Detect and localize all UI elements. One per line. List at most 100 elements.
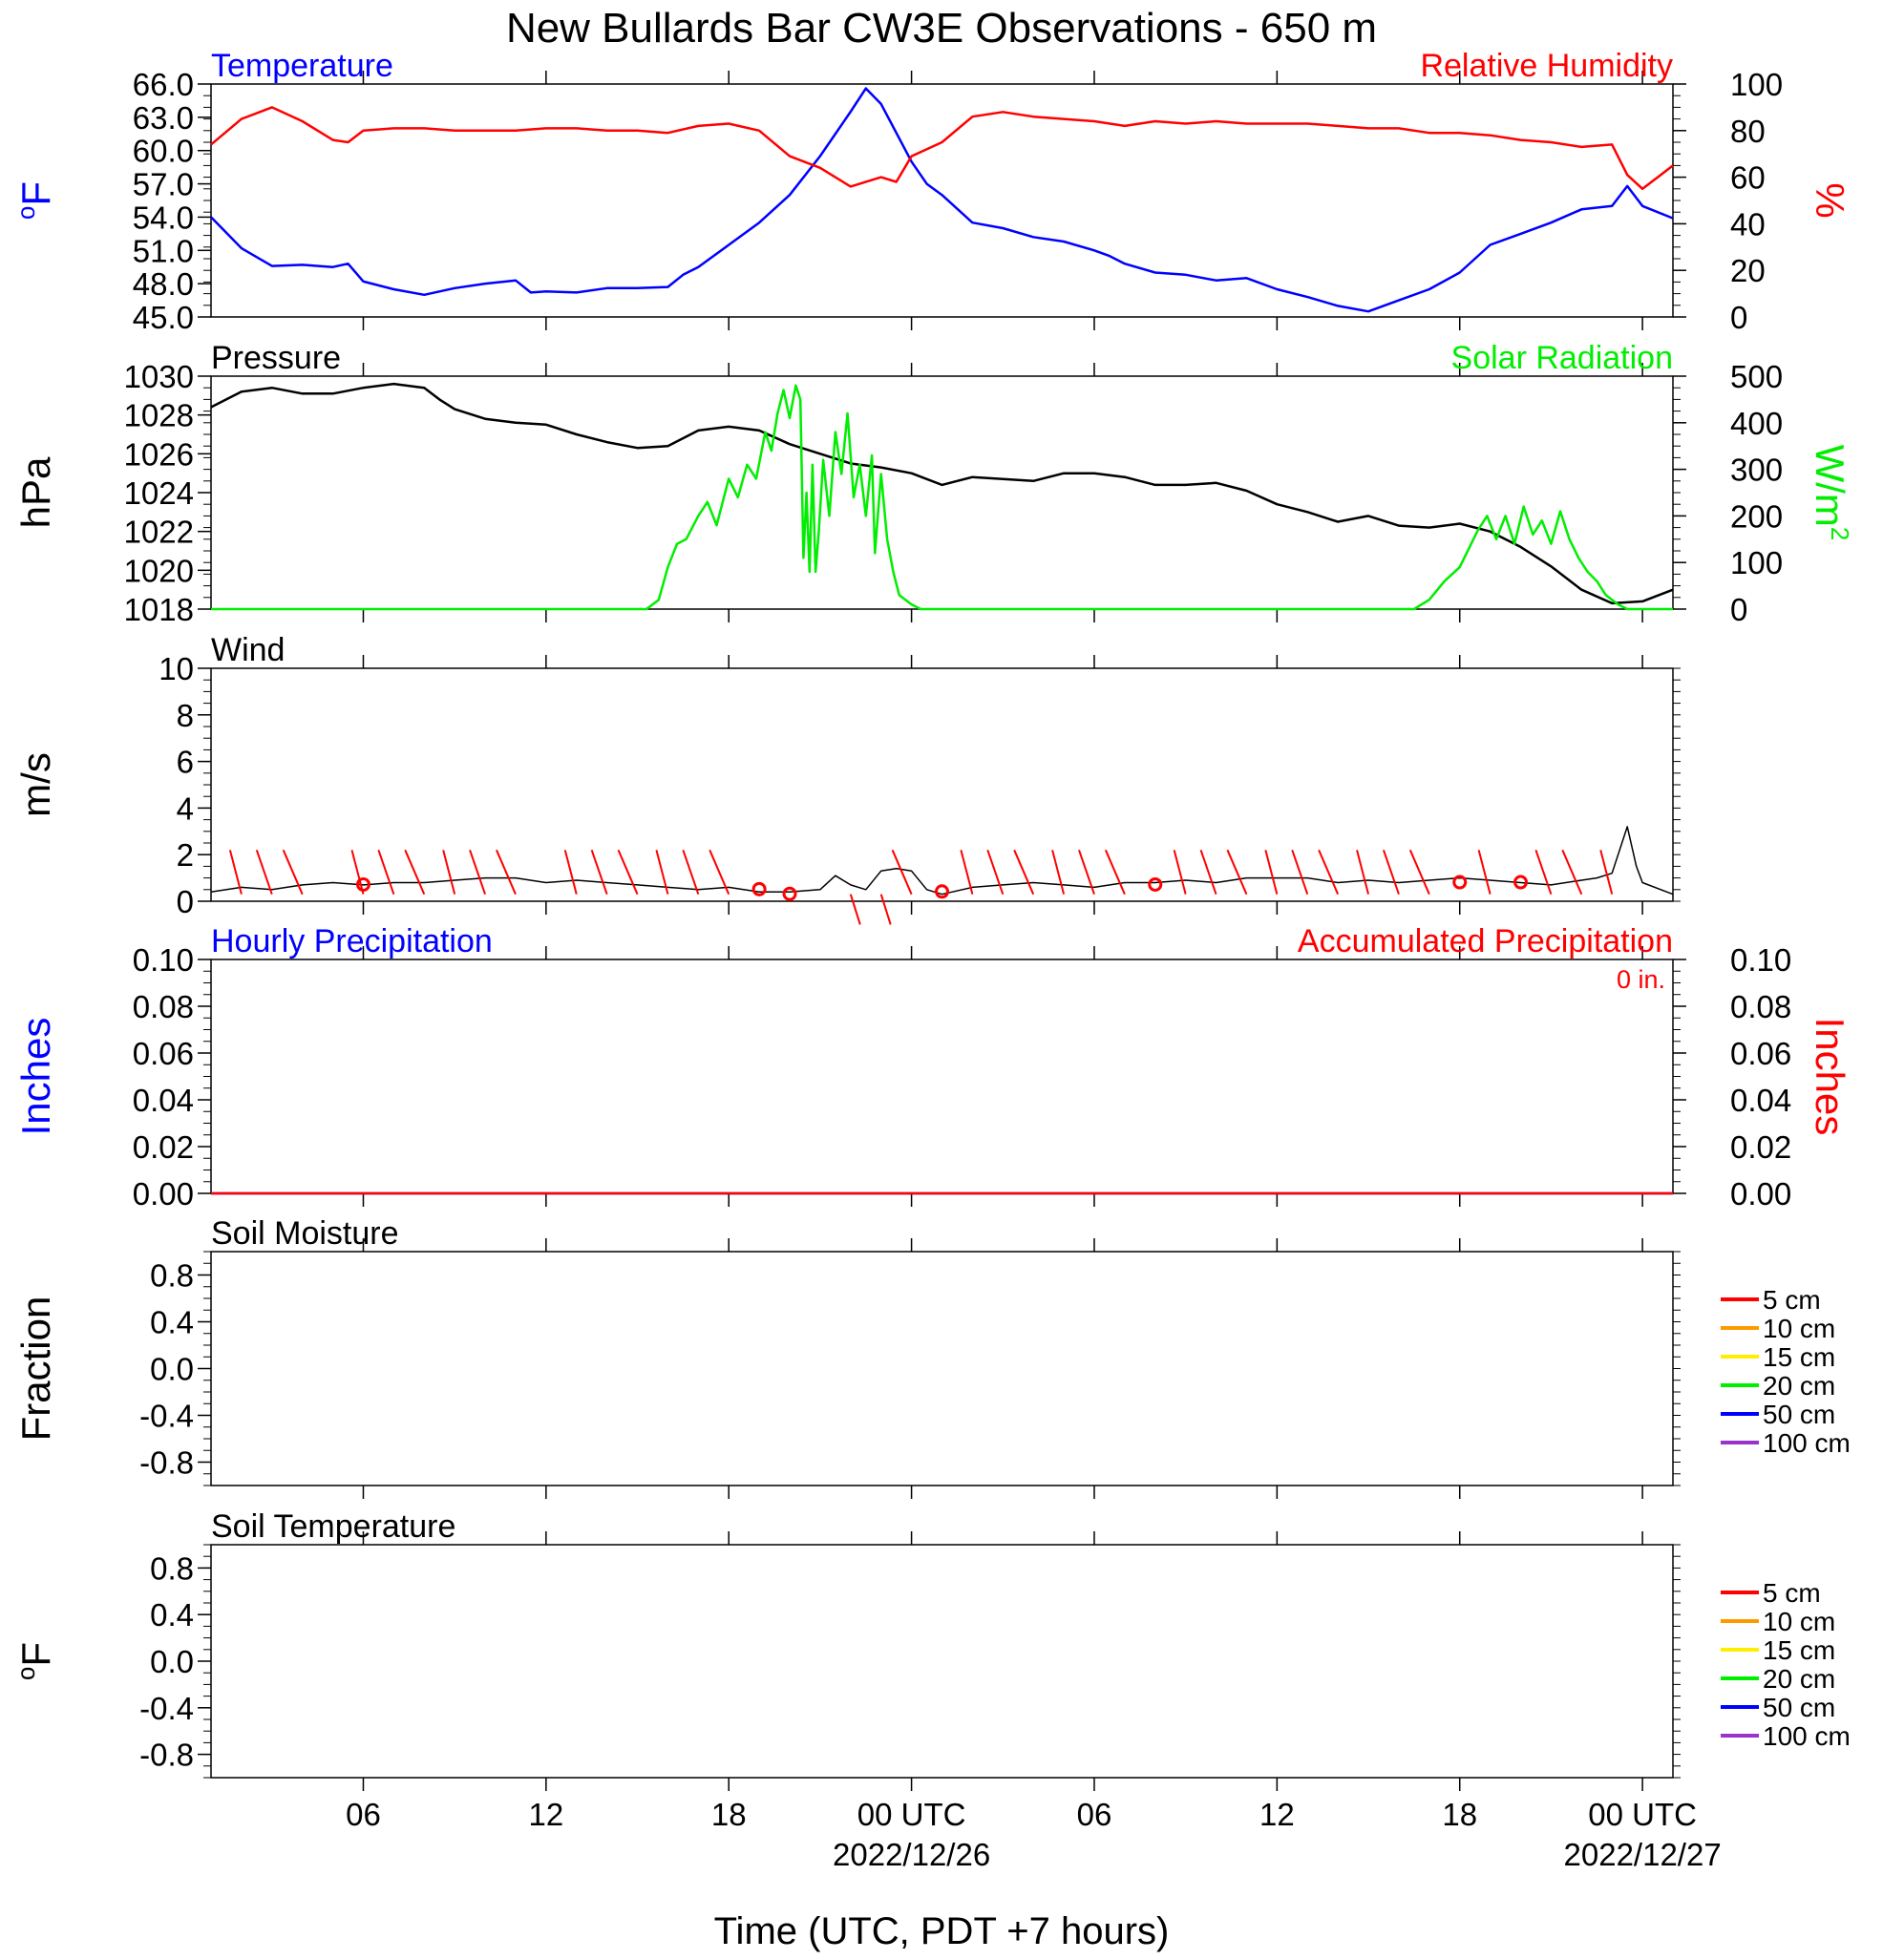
- wind-barb: [709, 849, 730, 896]
- y-right-tick-label: 20: [1730, 253, 1766, 288]
- wind-barb: [350, 850, 365, 895]
- y-right-tick-label: 0.08: [1730, 989, 1791, 1024]
- y-tick-label: 0.04: [133, 1083, 194, 1118]
- wind-barb: [1408, 849, 1430, 896]
- y-tick-label: -0.4: [139, 1691, 194, 1726]
- legend-label: 50 cm: [1763, 1693, 1835, 1722]
- wind-barb: [1291, 849, 1309, 896]
- y-tick-label: 63.0: [133, 100, 194, 136]
- y-right-tick-label: 200: [1730, 498, 1783, 534]
- y-tick-label: 0.0: [150, 1644, 194, 1679]
- y-tick-label: 8: [177, 698, 194, 733]
- panel-left-title: Wind: [211, 632, 285, 668]
- y-right-tick-label: 0.06: [1730, 1036, 1791, 1071]
- y-tick-label: 0.0: [150, 1352, 194, 1387]
- y-axis-label: oF: [11, 181, 58, 220]
- y-tick-label: 1022: [124, 515, 194, 550]
- y-tick-label: 0.8: [150, 1550, 194, 1586]
- panel-temperature_humidity: 66.063.060.057.054.051.048.045.0 100 80 60 4…: [11, 48, 1852, 335]
- wind-barb: [1561, 849, 1583, 896]
- y-tick-label: 1026: [124, 436, 194, 472]
- y-right-tick-label: 0.00: [1730, 1176, 1791, 1212]
- panel-left-title: Soil Moisture: [211, 1215, 399, 1252]
- wind-barb: [404, 849, 426, 896]
- plot-frame: [210, 1544, 1674, 1779]
- y-right-tick-label: 80: [1730, 114, 1766, 149]
- wind-barb: [1382, 849, 1400, 896]
- y-tick-label: 10: [159, 651, 194, 686]
- y-tick-label: 45.0: [133, 300, 194, 335]
- y-tick-label: 0.08: [133, 989, 194, 1024]
- x-axis: 06 12 18 00 UTC 2022/12/26 06 12 18 00 UTC 2022/1…: [346, 1797, 1722, 1872]
- wind-barb: [617, 849, 639, 896]
- y-right-tick-label: 0.04: [1730, 1083, 1791, 1118]
- y-axis-label: m/s: [13, 752, 58, 817]
- legend-label: 5 cm: [1763, 1578, 1821, 1608]
- panel-right-title: Accumulated Precipitation: [1298, 923, 1673, 959]
- wind-barb: [682, 849, 700, 896]
- series-wind: [210, 826, 1674, 896]
- y-tick-label: 1028: [124, 398, 194, 433]
- x-tick-label: 00 UTC: [857, 1797, 966, 1832]
- legend-label: 50 cm: [1763, 1400, 1835, 1429]
- y-tick-label: -0.4: [139, 1399, 194, 1434]
- y-right-tick-label: 0: [1730, 300, 1747, 335]
- x-axis-label: Time (UTC, PDT +7 hours): [714, 1910, 1170, 1952]
- y-tick-label: 57.0: [133, 167, 194, 202]
- wind-barb: [469, 849, 487, 896]
- legend-label: 5 cm: [1763, 1285, 1821, 1315]
- wind-barb: [1356, 850, 1370, 895]
- y-right-tick-label: 60: [1730, 160, 1766, 196]
- panels: 66.063.060.057.054.051.048.045.010080604…: [11, 48, 1854, 1791]
- calm-circle: [782, 886, 797, 901]
- panel-left-title: Soil Temperature: [211, 1508, 455, 1545]
- wind-barb: [1173, 850, 1187, 895]
- y-axis-right-label: W/m2: [1808, 445, 1854, 541]
- panel-right-title: Solar Radiation: [1451, 340, 1673, 376]
- wind-barb: [255, 849, 273, 896]
- wind-barb: [1226, 849, 1248, 896]
- panel-right-title: Relative Humidity: [1420, 48, 1673, 84]
- y-tick-label: 0.00: [133, 1176, 194, 1212]
- plot-frame: [210, 667, 1674, 902]
- x-tick-label: 06: [1077, 1797, 1112, 1832]
- wind-barb: [1318, 849, 1340, 896]
- calm-circle: [935, 884, 949, 899]
- wind-barb: [849, 894, 861, 925]
- wind-barb: [655, 850, 669, 895]
- y-tick-label: 0.8: [150, 1258, 194, 1294]
- y-axis-right-label: Inches: [1808, 1018, 1852, 1136]
- panel-left-title: Pressure: [211, 340, 341, 376]
- legend-label: 10 cm: [1763, 1607, 1835, 1636]
- wind-barb: [1051, 850, 1066, 895]
- y-tick-label: 1024: [124, 475, 194, 511]
- plot-frame: [210, 1251, 1674, 1486]
- series-temperature: [210, 87, 1674, 313]
- wind-barb: [960, 850, 974, 895]
- y-axis-label: Fraction: [13, 1296, 58, 1442]
- y-axis-right-label: %: [1808, 182, 1852, 218]
- series-solar-radiation: [211, 384, 1673, 611]
- legend-label: 20 cm: [1763, 1664, 1835, 1694]
- x-tick-label: 12: [528, 1797, 563, 1832]
- wind-barb: [1264, 850, 1279, 895]
- wind-barb: [1477, 850, 1492, 895]
- y-right-tick-label: 300: [1730, 453, 1783, 488]
- y-tick-label: 4: [177, 790, 194, 826]
- y-tick-label: 54.0: [133, 200, 194, 235]
- y-axis-label: Inches: [13, 1018, 58, 1136]
- y-right-tick-label: 400: [1730, 406, 1783, 441]
- y-tick-label: 60.0: [133, 134, 194, 169]
- main-title: New Bullards Bar CW3E Observations - 650…: [506, 5, 1377, 52]
- plot-frame: [210, 959, 1674, 1194]
- plot-frame: [210, 83, 1674, 318]
- y-right-tick-label: 100: [1730, 545, 1783, 580]
- y-tick-label: 0.4: [150, 1305, 194, 1340]
- y-tick-label: 48.0: [133, 266, 194, 302]
- y-tick-label: 66.0: [133, 67, 194, 102]
- calm-circle: [1452, 875, 1468, 890]
- y-tick-label: -0.8: [139, 1738, 194, 1773]
- y-tick-label: 2: [177, 837, 194, 873]
